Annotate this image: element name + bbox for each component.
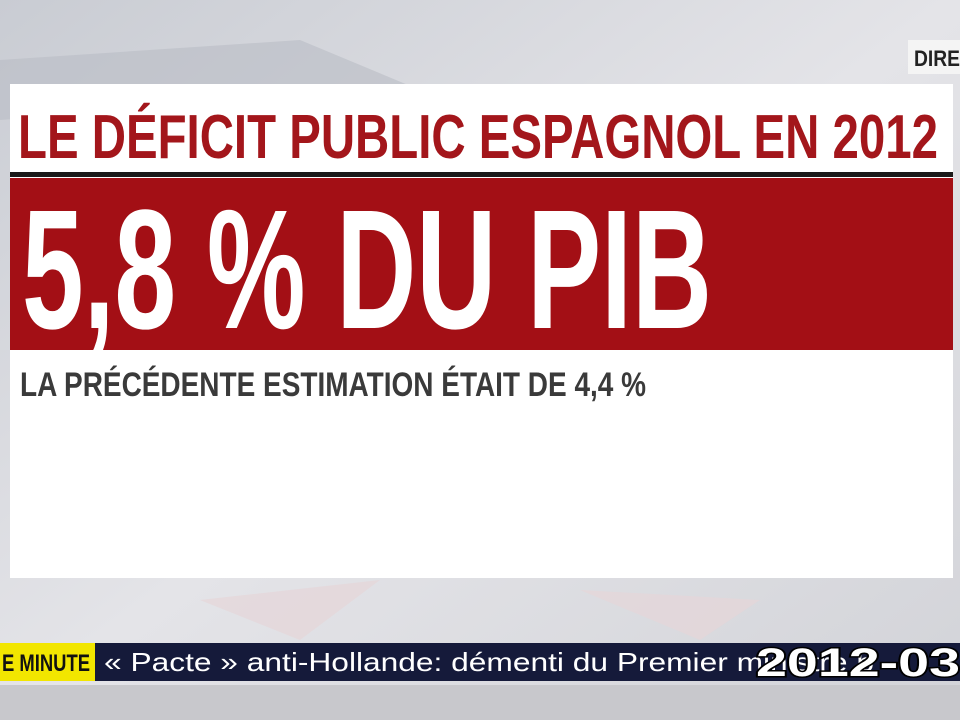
- timestamp: 2012-03: [756, 641, 960, 685]
- background-strip: [0, 685, 960, 720]
- ticker-label: E MINUTE: [2, 650, 90, 677]
- background-shape: [200, 580, 760, 640]
- live-badge-box: [908, 40, 960, 74]
- headline-band: [10, 178, 953, 350]
- ticker-label-box: [0, 643, 95, 681]
- ticker-text: « Pacte » anti-Hollande: démenti du Prem…: [104, 647, 874, 677]
- divider: [10, 172, 953, 177]
- ticker-bar: [0, 643, 960, 681]
- live-badge: DIRE: [914, 46, 960, 71]
- card-title: LE DÉFICIT PUBLIC ESPAGNOL EN 2012: [18, 103, 938, 172]
- headline: 5,8 % DU PIB: [22, 175, 712, 365]
- subtitle: LA PRÉCÉDENTE ESTIMATION ÉTAIT DE 4,4 %: [20, 366, 646, 404]
